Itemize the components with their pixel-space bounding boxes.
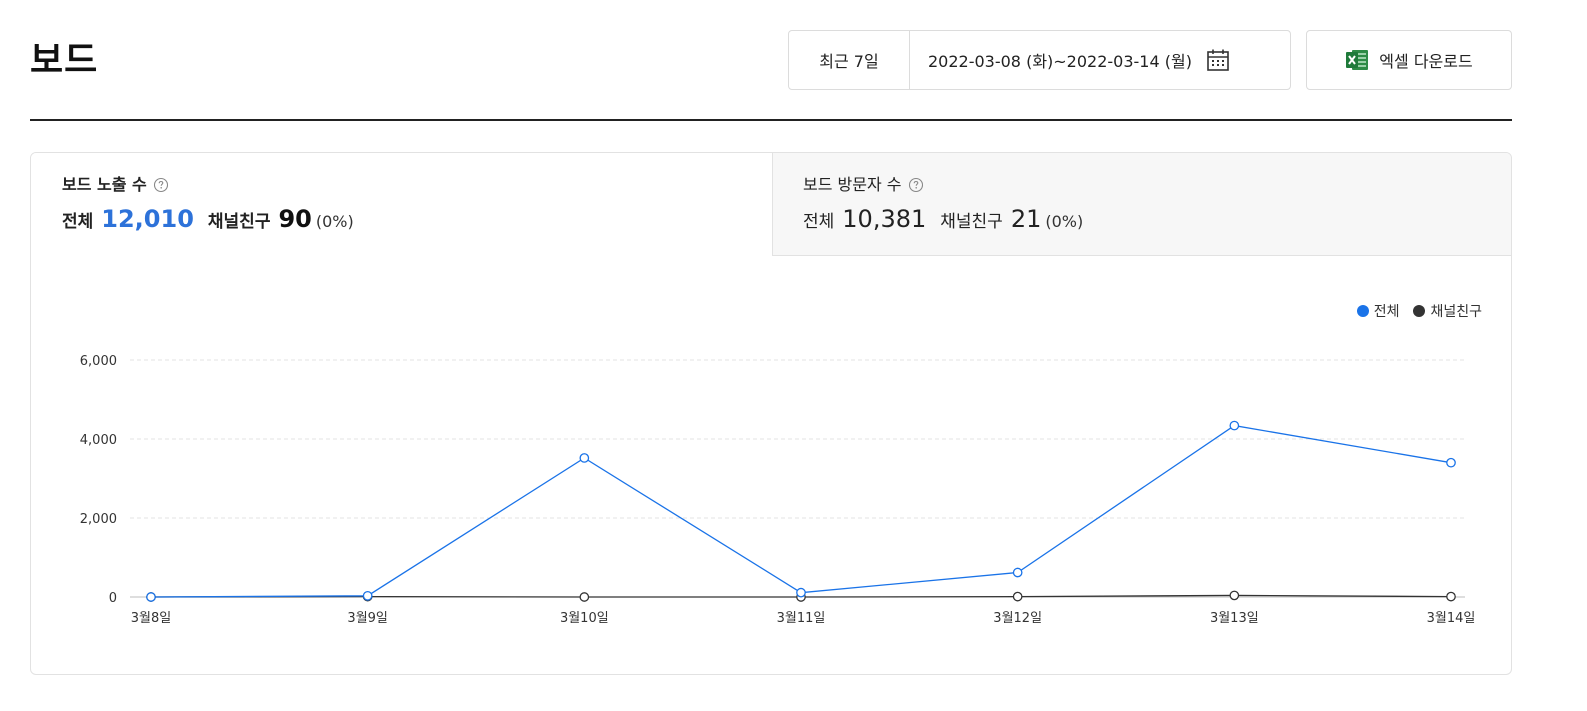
friend-label: 채널친구 [940,212,1003,232]
data-point-friend [1446,591,1456,602]
total-label: 전체 [62,212,94,232]
excel-icon [1345,49,1369,71]
x-tick-label: 3월11일 [777,611,826,626]
legend-label-total: 전체 [1373,304,1400,320]
friend-label: 채널친구 [207,212,271,232]
tab-title: 보드 방문자 수 [803,175,902,194]
x-tick-label: 3월8일 [131,611,171,626]
x-tick-label: 3월13일 [1210,611,1259,626]
x-tick-label: 3월14일 [1427,611,1476,626]
total-value: 10,381 [842,205,927,233]
date-range-text: 2022-03-08 (화)~2022-03-14 (월) [928,52,1192,71]
y-tick-label: 4,000 [80,433,117,448]
y-tick-label: 0 [109,591,117,606]
excel-download-button[interactable]: 엑셀 다운로드 [1306,30,1512,90]
page-title: 보드 [30,40,99,81]
x-tick-label: 3월12일 [993,611,1042,626]
tab-title: 보드 노출 수 [62,175,147,194]
period-button[interactable]: 최근 7일 [789,31,910,89]
data-point-friend [1229,590,1240,601]
tab-board-impressions[interactable]: 보드 노출 수 전체 12,010 채널친구 90 (0%) [31,153,772,256]
friend-value: 90 [278,205,312,233]
stats-card: 보드 노출 수 전체 12,010 채널친구 90 (0%) 보드 방문자 수 [30,152,1512,675]
legend-dot-total [1356,305,1369,317]
data-point-friend [579,592,590,602]
legend-label-friend: 채널친구 [1430,304,1482,320]
legend-item-friend: 채널친구 [1413,301,1482,321]
chart-legend: 전체 채널친구 [1343,301,1482,321]
friend-value: 21 [1010,205,1042,233]
total-value: 12,010 [101,205,194,233]
y-tick-label: 2,000 [80,512,117,527]
tab-board-visitors[interactable]: 보드 방문자 수 전체 10,381 채널친구 21 (0%) [772,153,1511,256]
y-tick-label: 6,000 [80,354,117,369]
data-point-friend [1012,591,1023,602]
data-point-total [1446,457,1456,468]
data-point-total [796,587,806,598]
calendar-icon[interactable] [1206,48,1230,72]
data-point-total [1012,567,1023,578]
series-line-total [150,424,1452,598]
x-tick-label: 3월10일 [560,611,609,626]
x-tick-label: 3월9일 [347,611,387,626]
data-point-total [579,453,590,463]
total-label: 전체 [803,212,835,232]
title-divider [30,119,1512,121]
excel-download-label: 엑셀 다운로드 [1379,52,1473,71]
help-icon[interactable] [153,177,169,193]
friend-percent: (0%) [315,212,354,231]
line-chart: 0 2,000 4,000 6,000 3월8일 3월9일 3월10일 3월11일 3월12일 3… [80,354,1476,626]
friend-percent: (0%) [1045,212,1084,231]
date-range-selector[interactable]: 최근 7일 2022-03-08 (화)~2022-03-14 (월) [788,30,1291,90]
legend-item-total: 전체 [1356,301,1400,321]
help-icon[interactable] [908,177,924,193]
date-range-field[interactable]: 2022-03-08 (화)~2022-03-14 (월) [910,48,1290,72]
data-point-total [1229,420,1240,431]
data-point-total [146,592,156,602]
data-point-total [362,590,373,601]
legend-dot-friend [1413,305,1426,317]
